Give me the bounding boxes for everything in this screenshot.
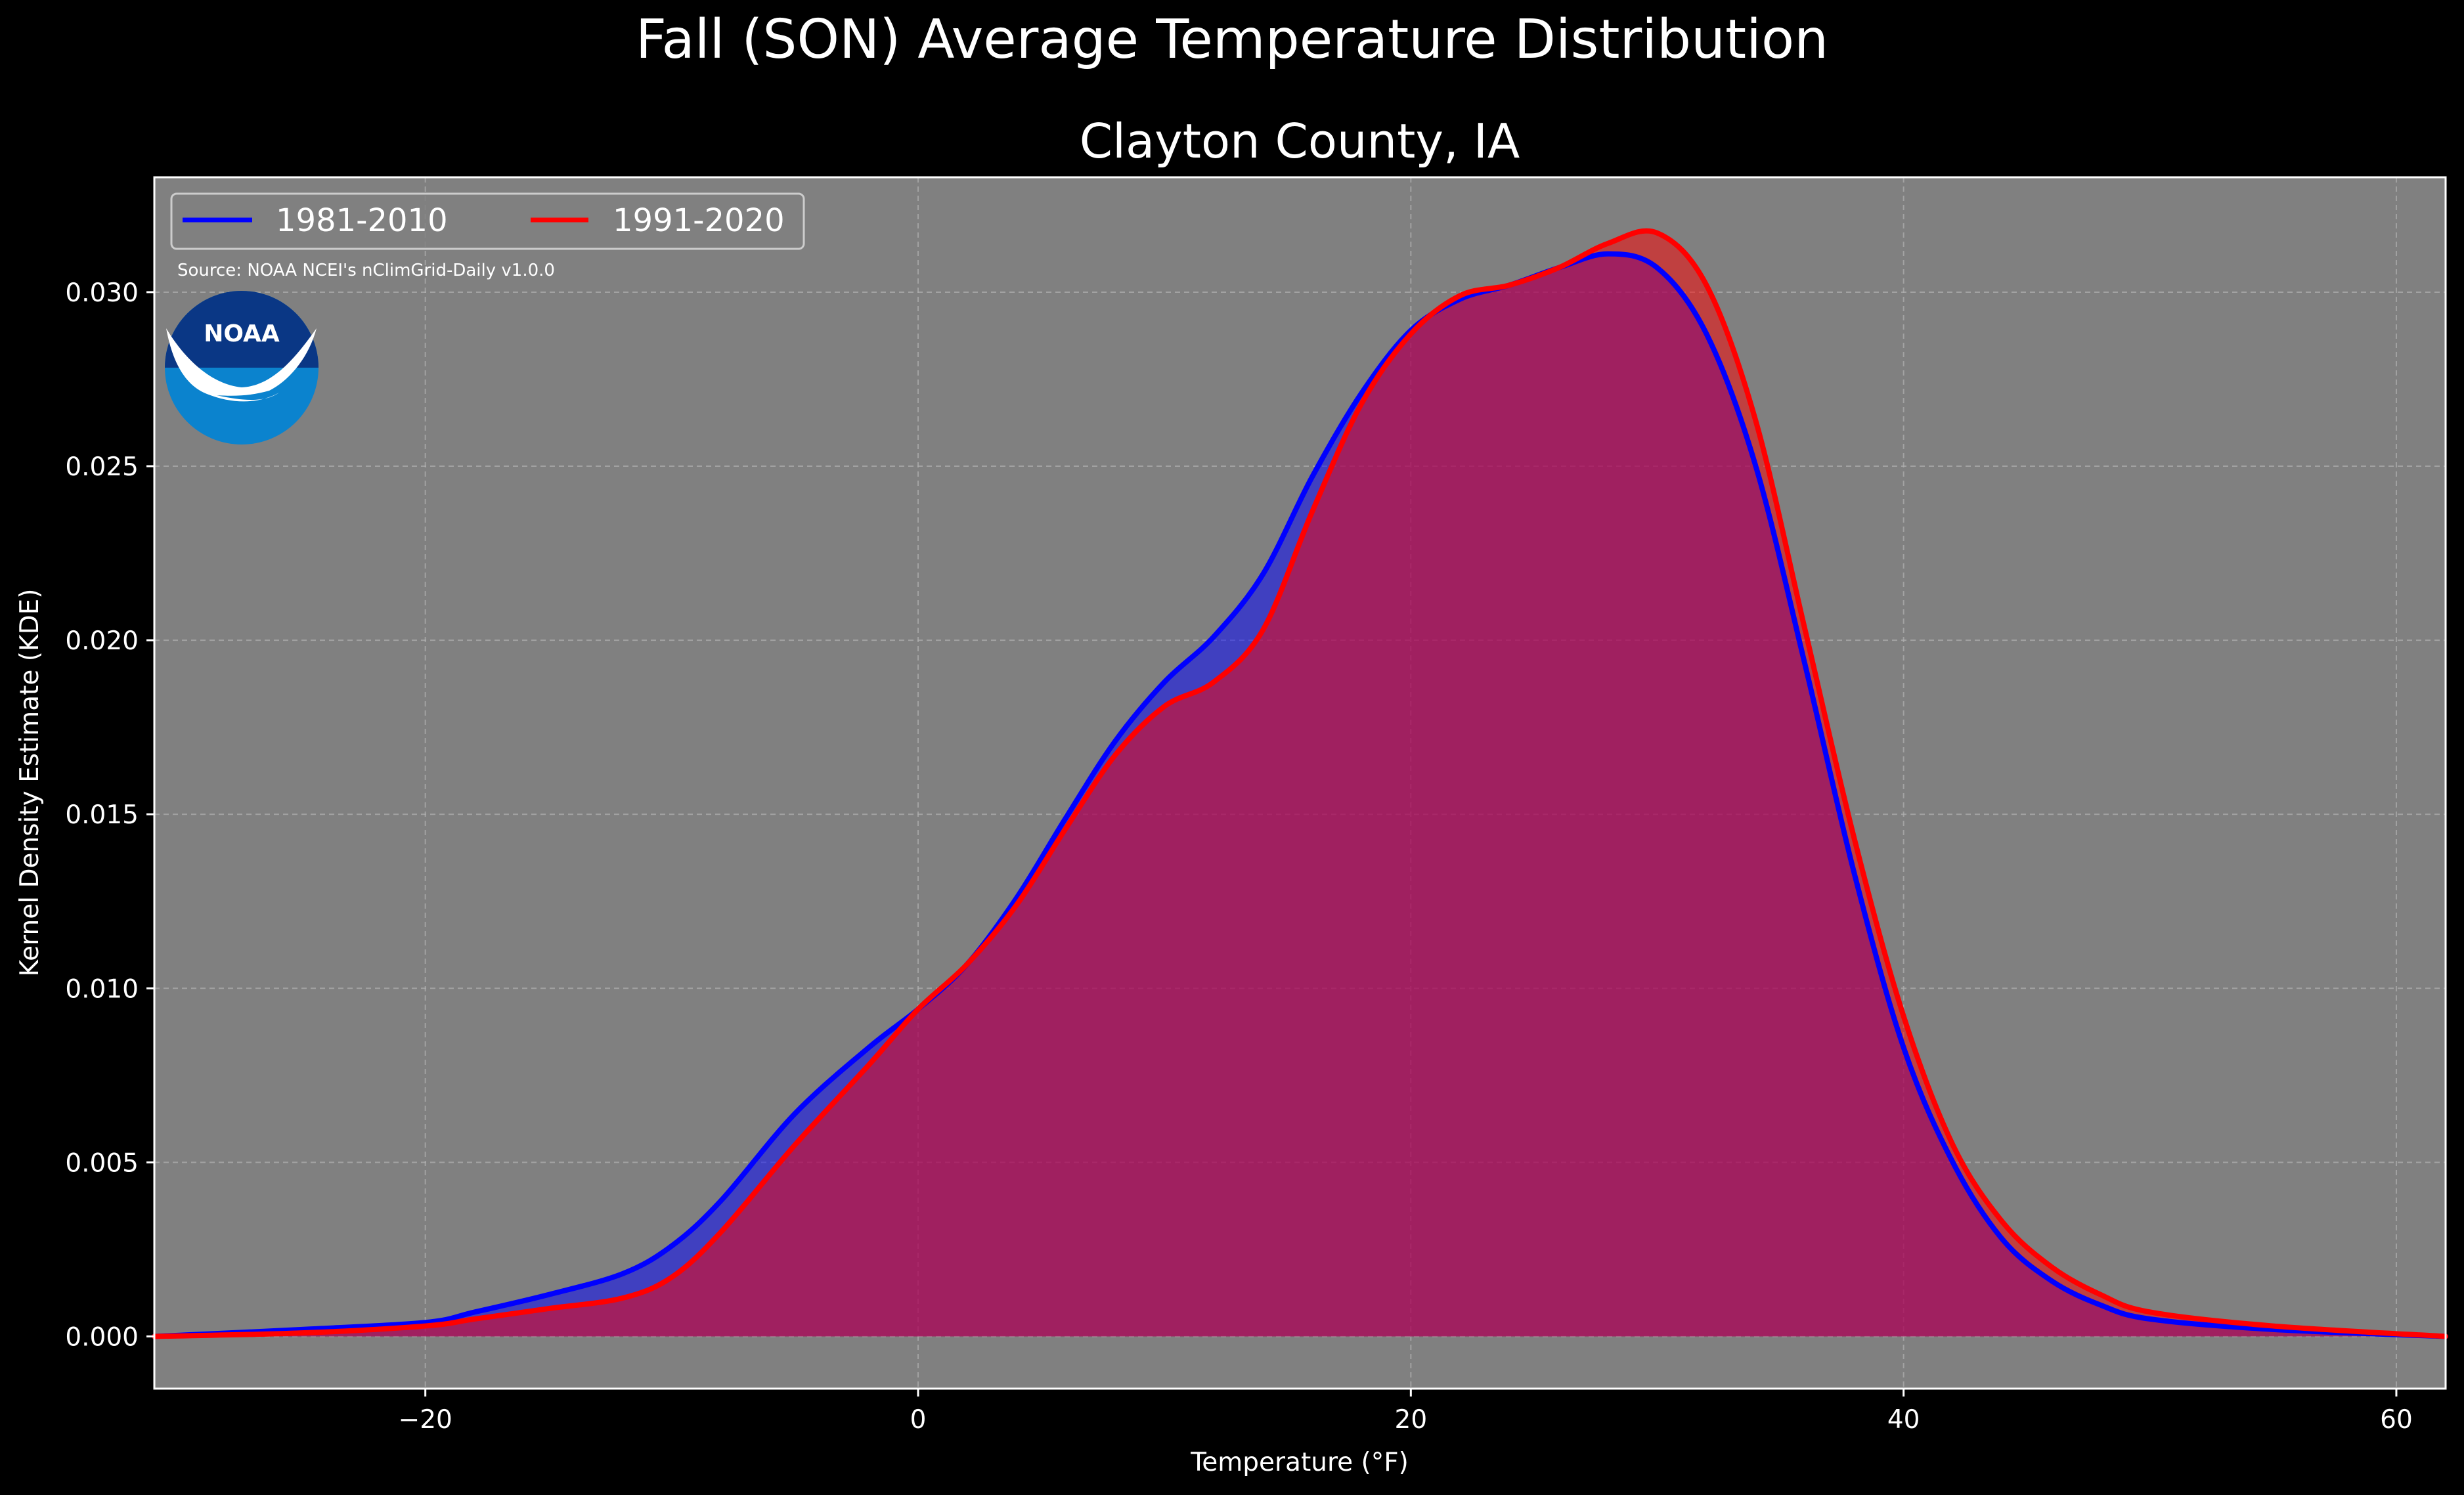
x-tick-label: −20 [399,1405,452,1435]
series-fill-1991-2020 [154,230,2446,1337]
y-tick-label: 0.020 [65,626,139,656]
series-lines [152,228,2448,1339]
x-axis-label: Temperature (°F) [1190,1448,1409,1477]
y-tick-label: 0.000 [65,1322,139,1352]
y-tick-label: 0.030 [65,278,139,308]
axis-ticks: −20 0 20 40 60 0.000 0.005 0.010 0.015 0.020 0.025… [65,278,2412,1435]
y-axis-label: Kernel Density Estimate (KDE) [15,589,45,977]
source-note: Source: NOAA NCEI's nClimGrid-Daily v1.0… [177,261,555,280]
x-tick-label: 60 [2380,1405,2413,1435]
legend: 1981-2010 1991-2020 [170,192,805,250]
series-line-1981-2010 [152,251,2448,1339]
x-tick-label: 40 [1887,1405,1920,1435]
series-line-1991-2020 [152,228,2448,1339]
series-fills [154,230,2446,1337]
legend-frame [170,192,805,250]
x-tick-label: 20 [1395,1405,1428,1435]
noaa-logo-gull-icon [166,328,317,402]
plot-frame [153,176,2447,1390]
y-tick-label: 0.025 [65,452,139,482]
y-tick-label: 0.005 [65,1148,139,1178]
legend-label-1981-2010: 1981-2010 [276,202,448,239]
chart-subtitle: Clayton County, IA [1080,114,1520,169]
y-tick-label: 0.015 [65,800,139,830]
y-tick-label: 0.010 [65,974,139,1004]
noaa-logo-text: NOAA [204,320,280,347]
legend-label-1991-2020: 1991-2020 [613,202,785,239]
chart-title: Fall (SON) Average Temperature Distribut… [636,9,1828,71]
noaa-logo: NOAA [165,291,319,444]
x-tick-label: 0 [910,1405,927,1435]
noaa-logo-top-half [165,291,319,368]
